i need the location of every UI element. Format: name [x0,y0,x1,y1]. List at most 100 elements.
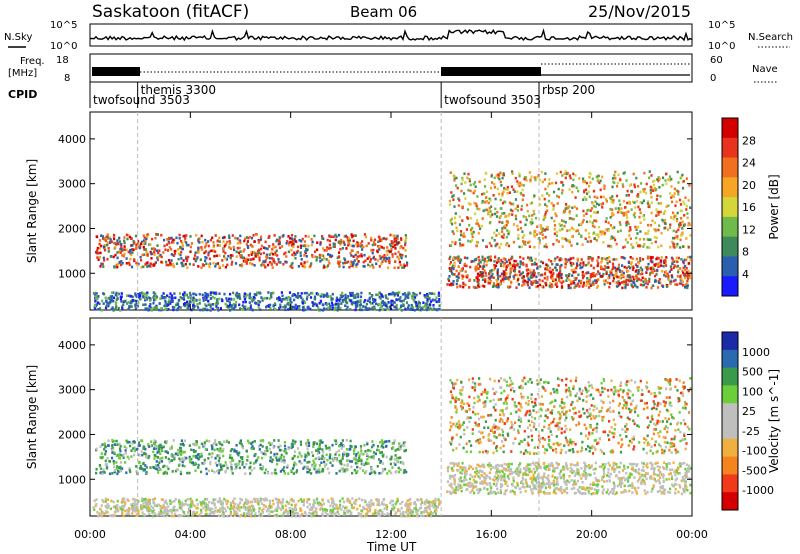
heatmap-cell [655,257,658,261]
freq-label-1: Freq. [20,56,45,67]
heatmap-cell [363,463,366,466]
heatmap-cell [218,441,221,444]
heatmap-cell [229,449,232,453]
panel-frame-1 [89,317,693,517]
heatmap-cell [605,217,608,220]
heatmap-cell [426,298,429,301]
heatmap-cell [556,256,559,259]
heatmap-cell [380,439,384,442]
heatmap-cell [464,181,467,184]
heatmap-cell [243,239,246,243]
heatmap-cell [588,172,591,175]
heatmap-cell [137,302,140,305]
heatmap-cell [535,281,538,284]
heatmap-cell [202,299,205,302]
heatmap-cell [153,512,156,515]
heatmap-cell [171,470,174,473]
heatmap-cell [344,234,347,238]
heatmap-cell [351,249,354,252]
heatmap-cell [342,470,345,473]
heatmap-cell [606,262,609,265]
heatmap-cell [309,508,313,511]
heatmap-cell [660,259,663,262]
heatmap-cell [357,459,360,462]
heatmap-cell [543,197,546,201]
heatmap-cell [526,203,529,207]
heatmap-cell [399,299,402,303]
heatmap-cell [121,262,124,265]
heatmap-cell [229,454,232,457]
heatmap-cell [279,305,282,309]
heatmap-cell [393,458,396,461]
heatmap-cell [233,448,236,452]
heatmap-cell [204,256,207,259]
heatmap-cell [239,307,242,310]
heatmap-cell [479,265,482,268]
heatmap-cell [643,243,646,246]
heatmap-cell [222,250,225,253]
heatmap-cell [513,190,516,193]
heatmap-cell [652,284,655,287]
heatmap-cell [463,262,466,266]
heatmap-cell [144,239,147,243]
heatmap-cell [620,256,623,259]
heatmap-cell [639,283,642,287]
heatmap-cell [473,259,476,263]
heatmap-cell [272,446,275,449]
heatmap-cell [207,294,210,298]
heatmap-cell [413,296,417,299]
heatmap-cell [237,293,240,297]
heatmap-cell [240,254,243,257]
heatmap-cell [561,236,564,240]
cpid-segment-0: twofsound 3503 [93,93,190,107]
heatmap-cell [642,245,645,248]
heatmap-cell [368,307,371,310]
heatmap-cell [172,265,176,268]
heatmap-cell [574,278,577,282]
heatmap-cell [98,246,101,250]
heatmap-cell [546,227,549,231]
heatmap-cell [583,196,586,199]
heatmap-cell [283,461,286,464]
heatmap-cell [469,183,472,187]
heatmap-cell [234,502,237,506]
heatmap-cell [402,266,405,269]
heatmap-cell [638,261,641,265]
heatmap-cell [543,272,547,276]
heatmap-cell [251,440,254,444]
heatmap-cell [359,242,362,245]
heatmap-cell [631,200,635,204]
heatmap-cell [228,297,231,301]
heatmap-cell [475,244,478,248]
heatmap-cell [496,258,499,262]
heatmap-cell [208,265,211,269]
heatmap-cell [360,452,363,456]
heatmap-cell [677,270,680,274]
heatmap-cell [502,233,506,236]
heatmap-cell [287,472,290,475]
heatmap-cell [506,242,509,245]
heatmap-cell [107,247,110,250]
heatmap-cell [566,171,569,175]
heatmap-cell [93,508,96,511]
heatmap-cell [186,307,189,311]
heatmap-cell [405,264,409,267]
heatmap-cell [377,449,380,452]
heatmap-cell [343,469,346,473]
heatmap-cell [211,249,214,253]
heatmap-cell [625,179,628,182]
heatmap-cell [657,228,660,232]
heatmap-cell [509,270,512,274]
heatmap-cell [246,240,249,243]
heatmap-cell [129,444,132,448]
heatmap-cell [284,449,287,453]
heatmap-cell [426,505,429,509]
heatmap-cell [308,460,311,464]
heatmap-cell [229,309,232,312]
heatmap-cell [263,260,266,263]
heatmap-cell [347,509,350,512]
heatmap-cell [580,258,583,261]
heatmap-cell [96,301,100,304]
heatmap-cell [296,245,300,249]
heatmap-cell [145,506,148,509]
